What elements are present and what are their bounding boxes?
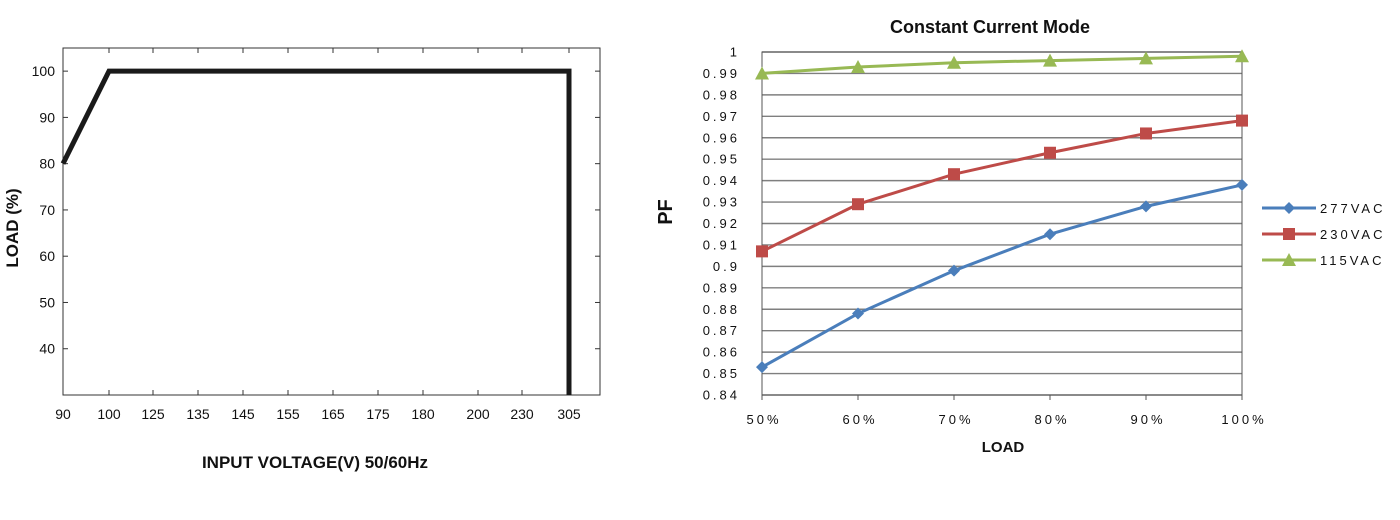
right-y-tick-label: 0.89	[703, 280, 740, 295]
series-marker-triangle	[755, 66, 769, 80]
series-marker-triangle	[851, 60, 865, 74]
right-chart-title: Constant Current Mode	[890, 17, 1090, 37]
series-marker-square	[1044, 146, 1056, 159]
left-x-tick-label: 200	[466, 406, 490, 422]
left-series-line	[60, 68, 572, 395]
right-series-line	[761, 54, 1243, 75]
left-x-tick-label: 100	[97, 406, 121, 422]
right-y-tick-label: 0.94	[703, 173, 740, 188]
right-y-axis-label: PF	[655, 199, 677, 225]
series-marker-diamond	[1236, 178, 1248, 191]
right-y-tick-label: 0.85	[703, 366, 740, 381]
series-marker-triangle	[947, 55, 961, 69]
right-y-tick-label: 0.99	[703, 66, 740, 81]
left-x-tick-label: 155	[276, 406, 300, 422]
left-y-tick-label: 80	[39, 156, 55, 172]
series-marker-triangle	[1235, 49, 1249, 63]
left-y-tick-label: 70	[39, 202, 55, 218]
right-x-tick-label: 50%	[746, 412, 781, 427]
legend-label: 115VAC	[1320, 253, 1385, 268]
left-y-tick-label: 50	[39, 294, 55, 310]
left-ticks: 100 90 80 70 60 50 40 90 100 125 135 145 155 165 175 18…	[32, 48, 600, 422]
right-y-tick-label: 0.92	[703, 216, 740, 231]
series-marker-square	[1283, 228, 1295, 240]
series-marker-diamond	[1044, 228, 1056, 241]
legend-label: 277VAC	[1320, 201, 1385, 216]
left-x-tick-label: 230	[510, 406, 534, 422]
right-x-axis-label: LOAD	[982, 439, 1025, 456]
right-legend: 277VAC 230VAC 115VAC	[1262, 201, 1385, 268]
left-y-tick-label: 90	[39, 109, 55, 125]
series-marker-diamond	[1283, 202, 1295, 214]
left-y-tick-label: 60	[39, 248, 55, 264]
right-gridlines	[762, 51, 1242, 396]
series-marker-triangle	[1282, 253, 1296, 266]
left-series	[60, 68, 572, 395]
series-marker-diamond	[948, 264, 960, 277]
right-y-tick-label: 0.84	[703, 388, 740, 403]
right-y-tick-label: 0.9	[713, 259, 740, 274]
right-y-tick-label: 0.93	[703, 195, 740, 210]
right-x-tick-label: 90%	[1130, 412, 1165, 427]
right-y-tick-label: 0.86	[703, 345, 740, 360]
series-marker-diamond	[852, 307, 864, 320]
right-ticks: 1 0.99 0.98 0.97 0.96 0.95 0.94 0.93 0.92 0.91 0.9…	[703, 45, 1266, 428]
series-marker-square	[852, 198, 864, 211]
left-x-tick-label: 180	[411, 406, 435, 422]
right-plot-frame	[761, 51, 1243, 396]
load-vs-voltage-chart: 100 90 80 70 60 50 40 90 100 125 135 145 155 165 175 18…	[3, 47, 601, 472]
right-y-tick-label: 0.88	[703, 302, 740, 317]
left-y-tick-label: 40	[39, 341, 55, 357]
right-y-tick-label: 0.98	[703, 87, 740, 102]
right-x-tick-label: 80%	[1034, 412, 1069, 427]
series-marker-square	[1236, 114, 1248, 127]
series-marker-diamond	[1140, 200, 1152, 213]
left-x-axis-label: INPUT VOLTAGE(V) 50/60Hz	[202, 453, 428, 472]
left-x-tick-label: 90	[55, 406, 71, 422]
left-y-tick-label: 100	[32, 63, 56, 79]
right-y-tick-label: 0.87	[703, 323, 740, 338]
right-series-line	[761, 183, 1243, 369]
right-series-line	[761, 119, 1243, 253]
left-x-tick-label: 175	[366, 406, 390, 422]
left-x-tick-label: 165	[321, 406, 345, 422]
left-x-tick-label: 305	[557, 406, 581, 422]
right-y-tick-label: 0.95	[703, 152, 740, 167]
pf-vs-load-chart: Constant Current Mode 10.990.980.970.960…	[655, 17, 1385, 456]
right-y-tick-label: 0.96	[703, 130, 740, 145]
series-marker-triangle	[1043, 53, 1057, 67]
left-x-tick-label: 125	[141, 406, 165, 422]
legend-label: 230VAC	[1320, 227, 1385, 242]
left-x-tick-label: 145	[231, 406, 255, 422]
right-y-tick-label: 0.97	[703, 109, 740, 124]
series-marker-square	[948, 168, 960, 181]
left-plot-frame	[62, 47, 601, 396]
series-marker-triangle	[1139, 51, 1153, 65]
right-series	[755, 49, 1249, 374]
series-marker-diamond	[756, 361, 768, 374]
right-x-tick-label: 60%	[842, 412, 877, 427]
series-marker-square	[1140, 127, 1152, 140]
series-marker-square	[756, 245, 768, 258]
right-x-tick-label: 70%	[938, 412, 973, 427]
left-x-tick-label: 135	[186, 406, 210, 422]
right-y-tick-label: 1	[730, 45, 740, 60]
left-y-axis-label: LOAD (%)	[3, 188, 22, 267]
right-x-tick-label: 100%	[1221, 412, 1266, 427]
right-y-tick-label: 0.91	[703, 237, 740, 252]
